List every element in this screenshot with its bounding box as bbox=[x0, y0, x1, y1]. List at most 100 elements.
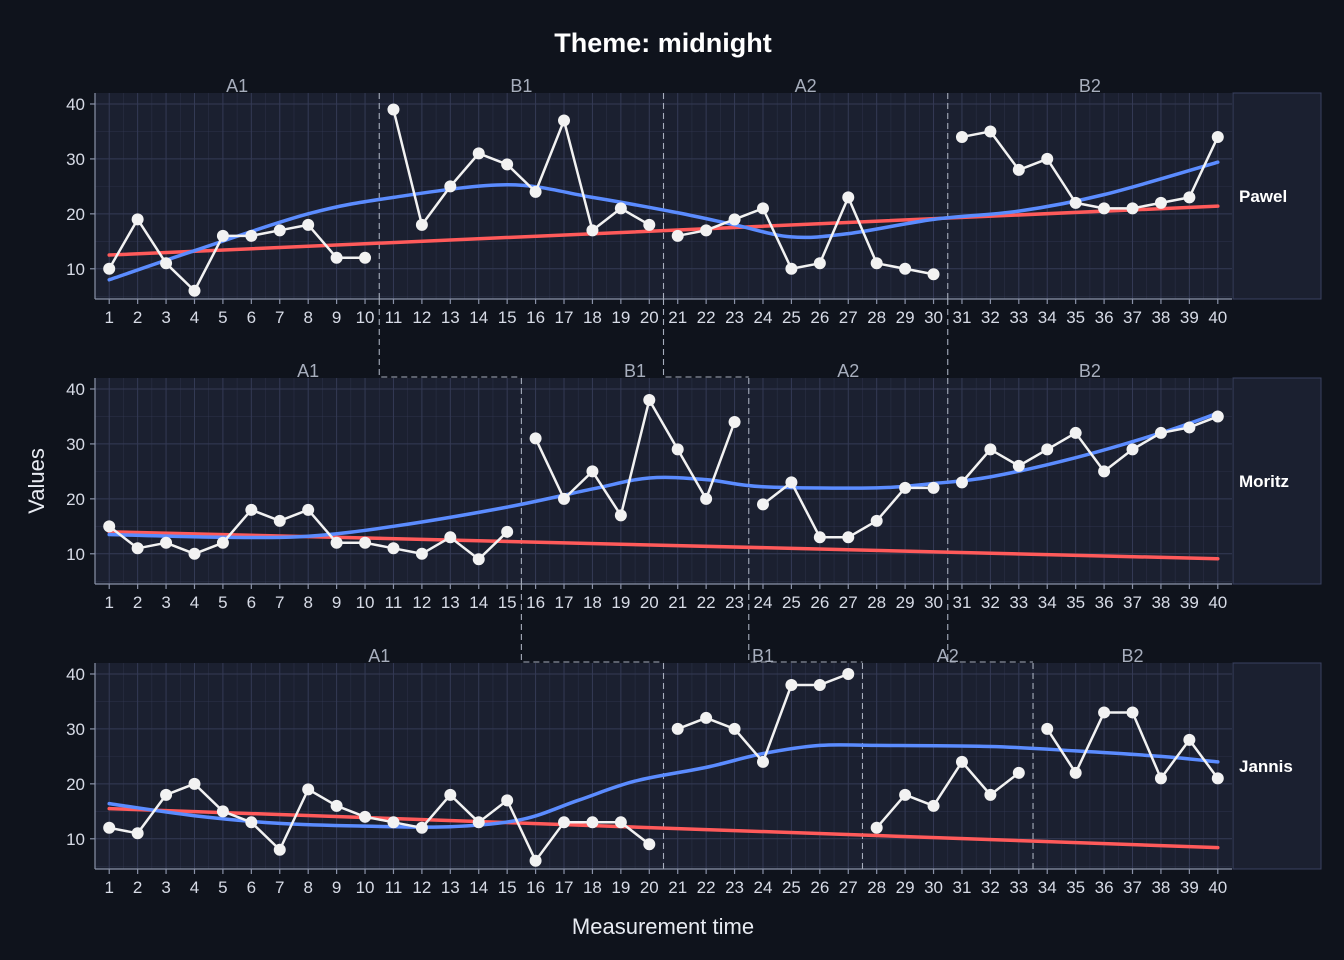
y-tick-label: 40 bbox=[66, 665, 85, 684]
x-tick-label: 25 bbox=[782, 593, 801, 612]
x-tick-label: 2 bbox=[133, 878, 142, 897]
data-point bbox=[302, 503, 315, 516]
x-tick-label: 28 bbox=[867, 593, 886, 612]
x-tick-label: 35 bbox=[1066, 308, 1085, 327]
data-point bbox=[216, 805, 229, 818]
y-tick-label: 20 bbox=[66, 490, 85, 509]
x-tick-label: 37 bbox=[1123, 878, 1142, 897]
y-axis-title: Values bbox=[24, 448, 49, 514]
data-point bbox=[671, 722, 684, 735]
data-point bbox=[302, 783, 315, 796]
data-point bbox=[785, 262, 798, 275]
data-line bbox=[108, 218, 366, 293]
x-tick-label: 29 bbox=[896, 308, 915, 327]
facet-strip bbox=[1232, 662, 1322, 870]
data-point bbox=[1098, 706, 1111, 719]
x-tick-label: 37 bbox=[1123, 308, 1142, 327]
data-point bbox=[330, 251, 343, 264]
phase-label: A1 bbox=[368, 646, 390, 666]
x-tick-label: 27 bbox=[839, 878, 858, 897]
data-point bbox=[899, 262, 912, 275]
facet-strip-label: Pawel bbox=[1239, 187, 1287, 206]
trend-line bbox=[107, 806, 1220, 850]
x-tick-label: 23 bbox=[725, 593, 744, 612]
data-point bbox=[103, 262, 116, 275]
data-point bbox=[1211, 772, 1224, 785]
x-tick-label: 6 bbox=[247, 878, 256, 897]
data-point bbox=[955, 755, 968, 768]
data-point bbox=[813, 257, 826, 270]
x-tick-label: 30 bbox=[924, 593, 943, 612]
x-tick-label: 40 bbox=[1208, 878, 1227, 897]
phase-label: B1 bbox=[624, 361, 646, 381]
phase-label: B1 bbox=[752, 646, 774, 666]
data-point bbox=[728, 213, 741, 226]
data-point bbox=[273, 224, 286, 237]
x-tick-label: 7 bbox=[275, 878, 284, 897]
smooth-line bbox=[107, 160, 1220, 282]
smooth-line bbox=[107, 742, 1220, 829]
data-line bbox=[961, 415, 1219, 484]
data-point bbox=[586, 465, 599, 478]
x-tick-label: 39 bbox=[1180, 308, 1199, 327]
data-point bbox=[529, 854, 542, 867]
data-point bbox=[643, 393, 656, 406]
data-point bbox=[927, 799, 940, 812]
data-point bbox=[1154, 426, 1167, 439]
x-tick-label: 18 bbox=[583, 308, 602, 327]
y-tick-label: 10 bbox=[66, 260, 85, 279]
x-tick-label: 12 bbox=[412, 308, 431, 327]
data-point bbox=[160, 257, 173, 270]
x-tick-label: 30 bbox=[924, 308, 943, 327]
data-point bbox=[870, 257, 883, 270]
x-tick-label: 26 bbox=[810, 593, 829, 612]
x-tick-label: 11 bbox=[385, 878, 403, 897]
x-tick-label: 20 bbox=[640, 593, 659, 612]
x-tick-label: 17 bbox=[555, 308, 574, 327]
data-point bbox=[472, 147, 485, 160]
x-tick-label: 11 bbox=[385, 308, 403, 327]
data-point bbox=[501, 794, 514, 807]
x-tick-label: 10 bbox=[356, 593, 375, 612]
x-tick-label: 8 bbox=[303, 878, 312, 897]
y-tick-label: 20 bbox=[66, 775, 85, 794]
x-tick-label: 16 bbox=[526, 308, 545, 327]
x-tick-label: 3 bbox=[161, 308, 170, 327]
x-tick-label: 2 bbox=[133, 593, 142, 612]
x-tick-label: 24 bbox=[754, 593, 773, 612]
data-point bbox=[1154, 772, 1167, 785]
data-point bbox=[529, 432, 542, 445]
x-tick-label: 5 bbox=[218, 878, 227, 897]
x-tick-label: 18 bbox=[583, 593, 602, 612]
x-tick-label: 34 bbox=[1038, 308, 1057, 327]
phase-label: A2 bbox=[795, 76, 817, 96]
x-tick-label: 17 bbox=[555, 878, 574, 897]
y-tick-label: 30 bbox=[66, 150, 85, 169]
phase-connector bbox=[947, 584, 1034, 663]
y-tick-label: 10 bbox=[66, 545, 85, 564]
data-point bbox=[785, 476, 798, 489]
x-tick-label: 5 bbox=[218, 593, 227, 612]
data-point bbox=[1012, 163, 1025, 176]
x-tick-label: 12 bbox=[412, 878, 431, 897]
x-tick-label: 5 bbox=[218, 308, 227, 327]
x-tick-label: 11 bbox=[385, 593, 403, 612]
data-point bbox=[188, 547, 201, 560]
x-tick-label: 23 bbox=[725, 878, 744, 897]
data-point bbox=[444, 788, 457, 801]
x-tick-label: 32 bbox=[981, 593, 1000, 612]
data-point bbox=[472, 816, 485, 829]
x-tick-label: 14 bbox=[469, 878, 488, 897]
data-point bbox=[188, 777, 201, 790]
data-point bbox=[671, 229, 684, 242]
data-point bbox=[245, 816, 258, 829]
data-point bbox=[700, 711, 713, 724]
data-line bbox=[677, 196, 934, 276]
data-point bbox=[103, 821, 116, 834]
data-point bbox=[643, 838, 656, 851]
data-point bbox=[955, 476, 968, 489]
y-tick-label: 30 bbox=[66, 720, 85, 739]
data-point bbox=[1041, 152, 1054, 165]
